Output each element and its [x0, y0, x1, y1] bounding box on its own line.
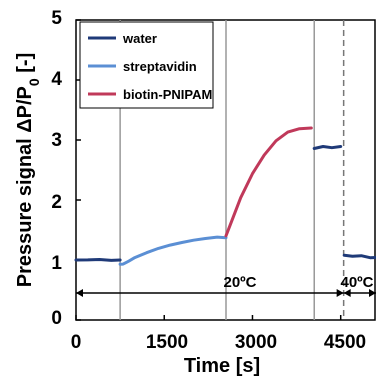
y-tick-labels: 0 1 2 3 4 5 [51, 8, 62, 329]
annotation-40c: 40ºC [341, 274, 374, 291]
y-axis-title: Pressure signal ΔP/P0 [-] [14, 53, 42, 287]
legend-label-streptavidin: streptavidin [123, 59, 197, 74]
series-line-water [74, 258, 122, 262]
x-tick-label: 0 [71, 332, 82, 353]
legend: water streptavidin biotin-PNIPAM [79, 21, 214, 109]
y-tick-label: 2 [51, 192, 62, 213]
x-tick-label: 4500 [324, 332, 366, 353]
y-tick-label: 0 [51, 308, 62, 329]
arrowhead-left [76, 289, 83, 297]
x-tick-label: 1500 [146, 332, 188, 353]
series-line-water [342, 253, 376, 260]
arrowhead-right [336, 289, 344, 297]
x-tick-labels: 0 1500 3000 4500 [71, 332, 366, 353]
legend-label-water: water [122, 31, 157, 46]
y-axis-title-unit: [-] [14, 53, 36, 79]
series-line-biotin-pnipam [224, 126, 313, 238]
temperature-arrows [76, 289, 376, 297]
series-line-streptavidin [118, 235, 228, 266]
y-tick-label: 3 [51, 130, 62, 151]
y-tick-label: 5 [51, 8, 62, 29]
arrowhead-left [343, 289, 351, 297]
y-axis-title-subscript: 0 [26, 78, 42, 86]
x-tick-label: 3000 [235, 332, 277, 353]
arrowhead-right [369, 289, 376, 297]
legend-label-biotin-pnipam: biotin-PNIPAM [123, 87, 212, 102]
y-tick-label: 1 [51, 253, 62, 274]
y-axis-title-main: Pressure signal ΔP/P [14, 86, 36, 287]
annotation-20c: 20ºC [224, 274, 257, 291]
y-tick-label: 4 [51, 69, 62, 90]
series-layer [74, 126, 376, 266]
series-line-water [312, 145, 343, 150]
x-axis-title: Time [s] [184, 355, 260, 377]
